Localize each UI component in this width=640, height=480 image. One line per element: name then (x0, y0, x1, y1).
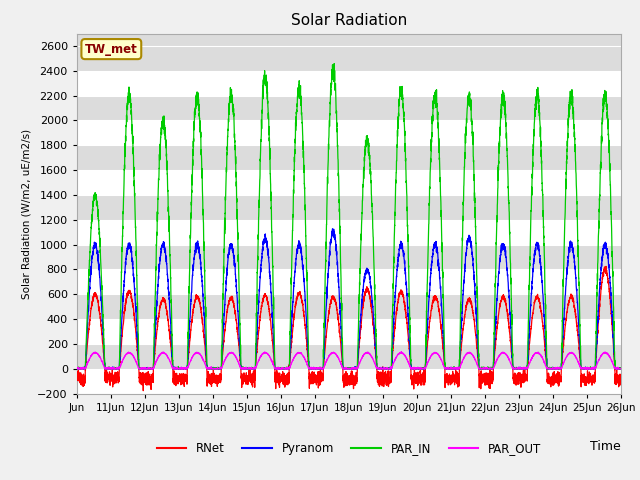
Bar (77, 294, 621, 319)
Bar (77, 120, 621, 145)
Bar (77, 319, 621, 344)
Bar (77, 245, 621, 269)
Bar (77, 269, 621, 294)
Title: Solar Radiation: Solar Radiation (291, 13, 407, 28)
Bar (77, 220, 621, 245)
Bar (77, 46, 621, 71)
X-axis label: Time: Time (590, 441, 621, 454)
Bar (77, 369, 621, 394)
Bar (77, 344, 621, 369)
Bar (77, 71, 621, 96)
Legend: RNet, Pyranom, PAR_IN, PAR_OUT: RNet, Pyranom, PAR_IN, PAR_OUT (152, 437, 545, 460)
Y-axis label: Solar Radiation (W/m2, uE/m2/s): Solar Radiation (W/m2, uE/m2/s) (22, 129, 32, 299)
Bar (77, 195, 621, 220)
Bar (77, 170, 621, 195)
Bar (77, 96, 621, 120)
Text: TW_met: TW_met (85, 43, 138, 56)
Bar (77, 145, 621, 170)
